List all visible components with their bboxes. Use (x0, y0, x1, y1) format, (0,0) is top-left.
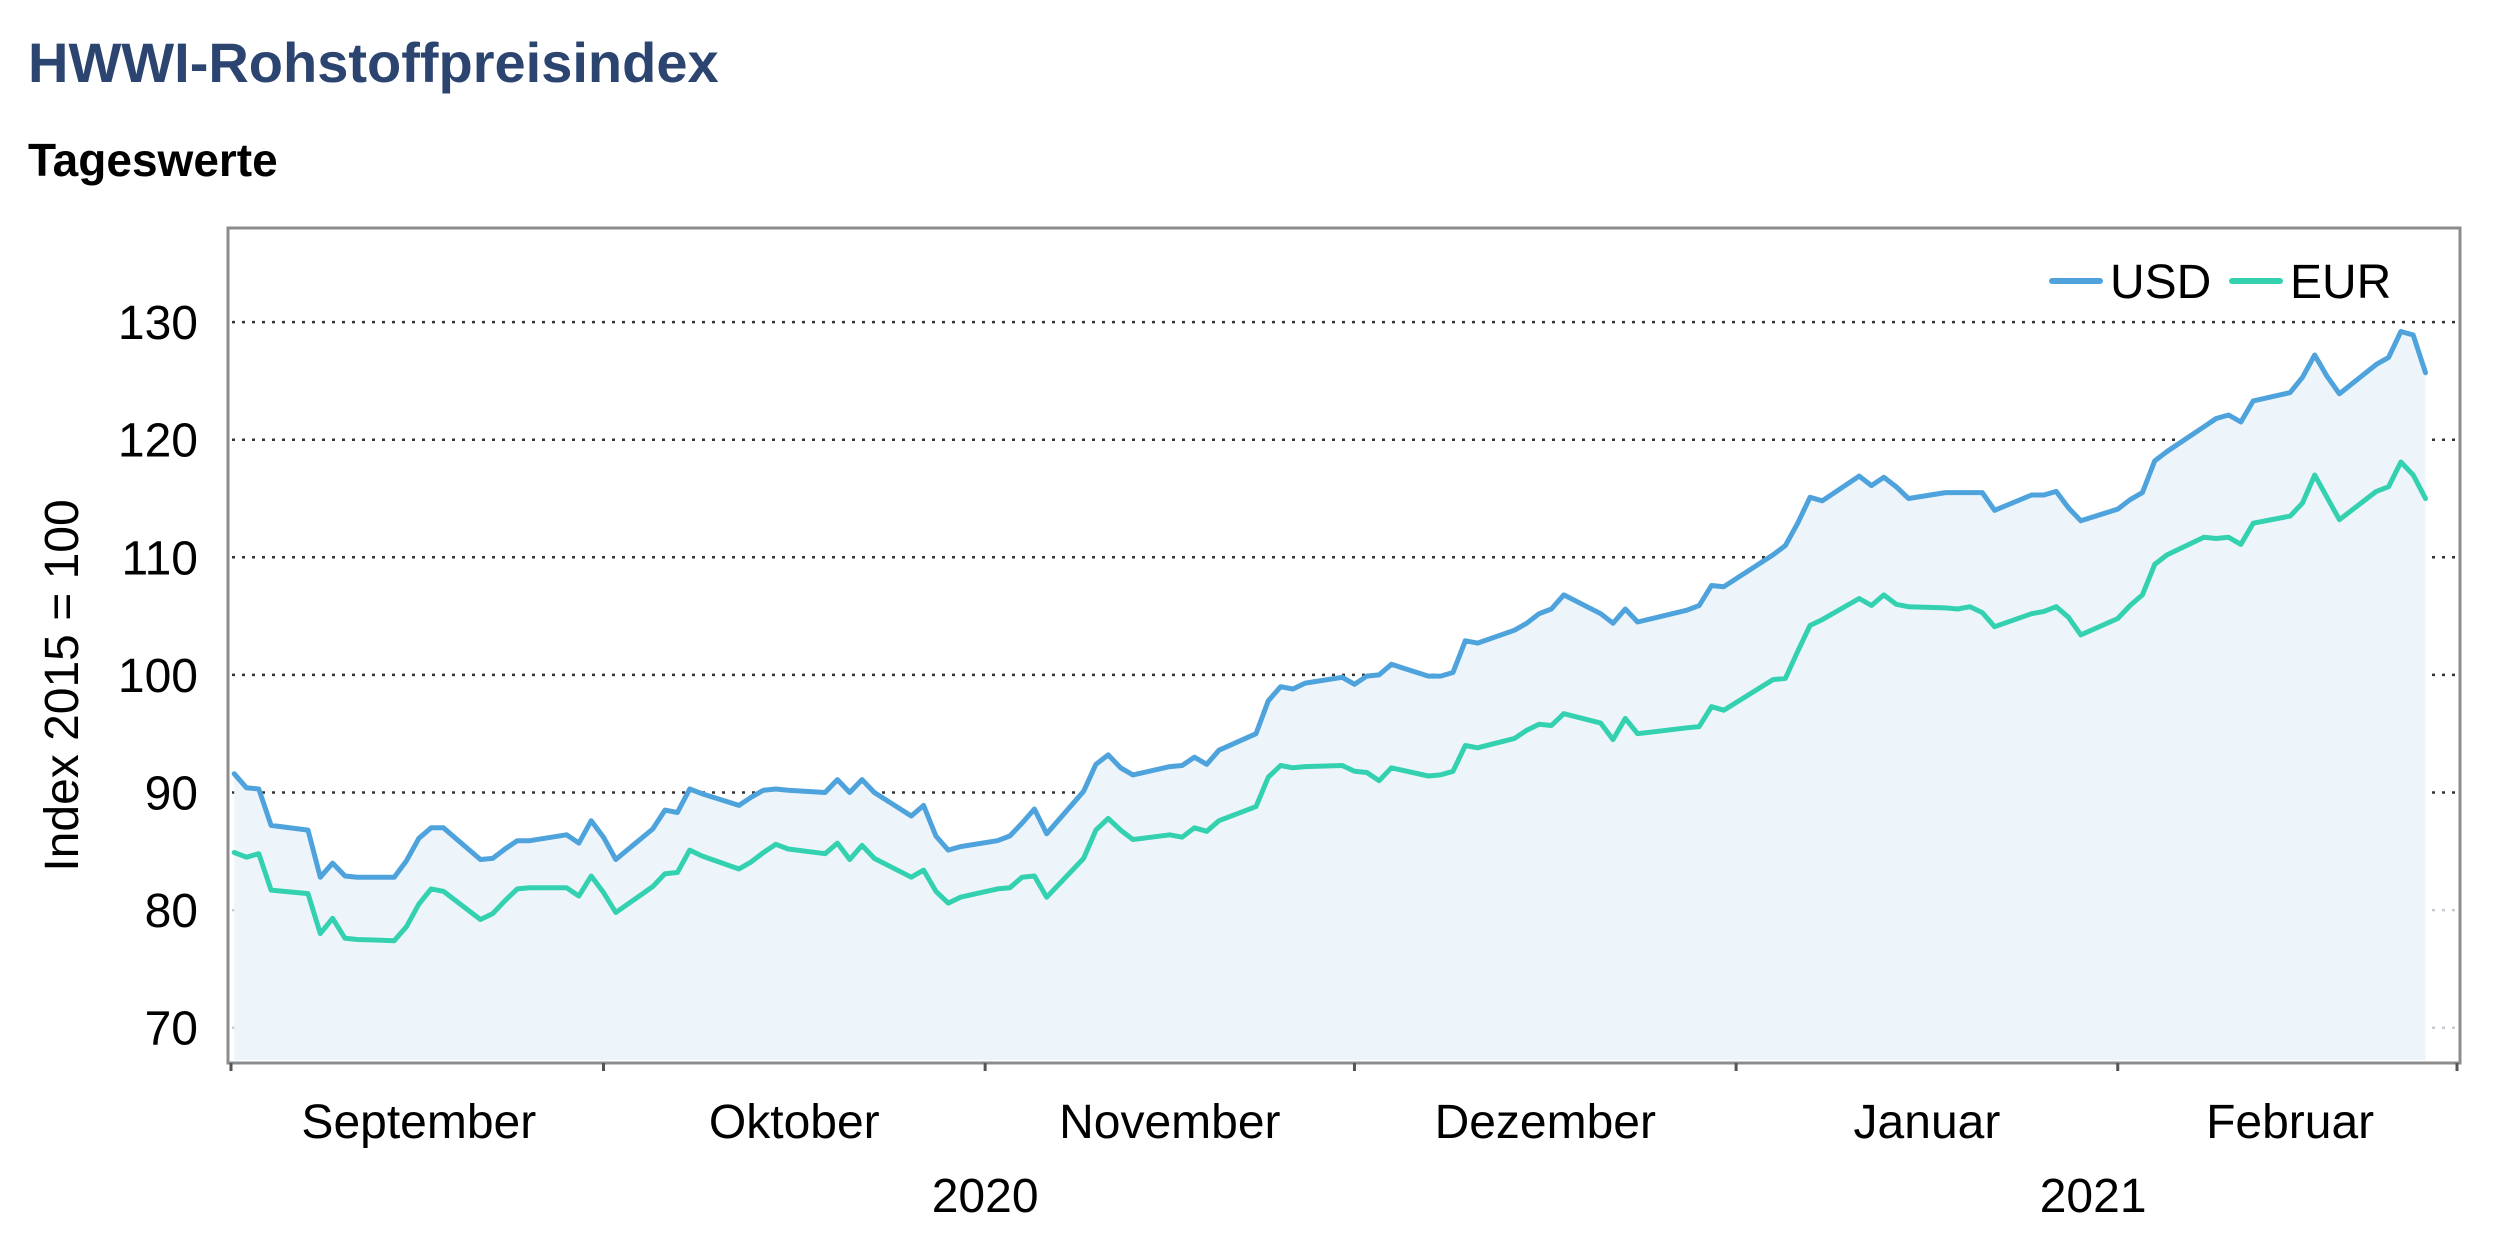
series-line-eur (231, 459, 2428, 944)
y-axis-label: Index 2015 = 100 (36, 499, 89, 871)
chart-subtitle: Tageswerte (28, 134, 278, 186)
x-month-label: Januar (1854, 1096, 2001, 1149)
x-year-label: 2020 (932, 1170, 1039, 1223)
x-month-label: Februar (2206, 1096, 2374, 1149)
chart-title: HWWI-Rohstoffpreisindex (28, 31, 719, 94)
x-month-label: November (1059, 1096, 1280, 1149)
series-usd (231, 329, 2428, 880)
y-tick-label: 90 (145, 768, 198, 821)
y-tick-label: 80 (145, 885, 198, 938)
plot-frame (226, 226, 2462, 1065)
x-year-label: 2021 (2040, 1170, 2147, 1223)
y-tick-label: 120 (118, 415, 198, 468)
x-month-label: Oktober (709, 1096, 880, 1149)
x-month-label: September (301, 1096, 536, 1149)
y-tick-label: 70 (145, 1003, 198, 1056)
series-eur (231, 459, 2428, 944)
x-month-label: Dezember (1435, 1096, 1656, 1149)
axes: 70 80 90 100 110 120 130 September Oktober Novemb… (118, 297, 2459, 1223)
legend-label-eur: EUR (2290, 256, 2391, 309)
y-tick-label: 110 (121, 532, 198, 585)
y-tick-label: 100 (118, 650, 198, 703)
y-tick-label: 130 (118, 297, 198, 350)
legend-label-usd: USD (2110, 256, 2211, 309)
series-line-usd (231, 329, 2428, 880)
series-lines (231, 329, 2428, 944)
area-under-usd (234, 331, 2426, 1060)
legend: USD EUR (2049, 256, 2391, 309)
